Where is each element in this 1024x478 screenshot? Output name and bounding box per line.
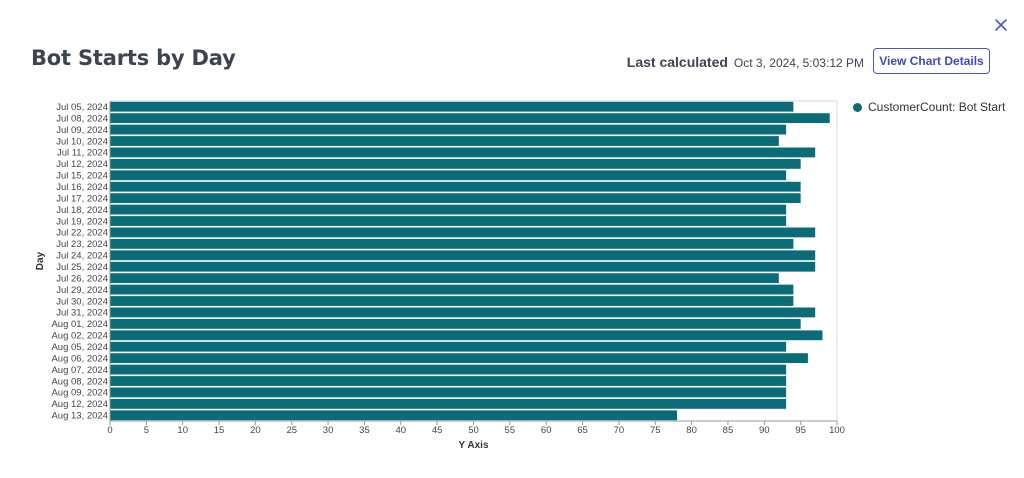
legend-marker [853, 102, 862, 112]
y-tick-label: Aug 13, 2024 [51, 411, 108, 422]
close-icon[interactable] [990, 14, 1012, 36]
legend-item[interactable]: CustomerCount: Bot Start [853, 100, 1005, 114]
x-tick-label: 65 [577, 425, 588, 436]
x-tick-label: 100 [829, 425, 845, 436]
bar[interactable] [110, 410, 678, 421]
x-tick-label: 95 [795, 425, 806, 436]
legend-label: CustomerCount: Bot Start [868, 100, 1006, 114]
bar[interactable] [110, 193, 801, 204]
x-axis-title: Y Axis [458, 440, 488, 451]
y-tick-label: Jul 10, 2024 [56, 136, 108, 147]
bar[interactable] [110, 341, 787, 352]
bar[interactable] [110, 398, 787, 409]
y-tick-label: Aug 09, 2024 [51, 388, 108, 399]
x-tick-label: 60 [541, 425, 552, 436]
bar[interactable] [110, 387, 787, 398]
y-tick-label: Jul 05, 2024 [56, 102, 108, 113]
y-tick-label: Jul 29, 2024 [56, 285, 108, 296]
y-tick-label: Aug 01, 2024 [51, 319, 108, 330]
bar[interactable] [110, 124, 787, 135]
y-tick-label: Jul 17, 2024 [56, 193, 108, 204]
last-calculated-value: Oct 3, 2024, 5:03:12 PM [733, 56, 864, 70]
bar[interactable] [110, 216, 787, 226]
view-chart-details-button[interactable]: View Chart Details [873, 48, 990, 74]
bar[interactable] [110, 238, 794, 249]
x-tick-label: 75 [650, 425, 661, 436]
bar[interactable] [110, 353, 808, 364]
y-tick-label: Jul 19, 2024 [56, 216, 108, 227]
x-tick-label: 35 [359, 425, 370, 436]
y-tick-label: Jul 25, 2024 [56, 262, 108, 273]
bar[interactable] [110, 136, 779, 146]
x-tick-label: 55 [505, 425, 516, 436]
y-tick-label: Jul 15, 2024 [56, 171, 108, 182]
y-tick-label: Jul 09, 2024 [56, 125, 108, 136]
bar[interactable] [110, 307, 816, 318]
bar[interactable] [110, 101, 794, 112]
bar[interactable] [110, 250, 816, 261]
y-tick-label: Aug 07, 2024 [51, 365, 108, 376]
y-tick-label: Aug 12, 2024 [51, 399, 108, 410]
y-tick-label: Jul 23, 2024 [56, 239, 108, 250]
x-tick-label: 45 [432, 425, 443, 436]
x-tick-label: 0 [107, 425, 112, 436]
x-tick-label: 5 [144, 425, 149, 436]
y-tick-label: Jul 11, 2024 [57, 148, 108, 159]
bar[interactable] [110, 181, 801, 192]
bar[interactable] [110, 147, 816, 158]
bar[interactable] [110, 261, 816, 272]
last-calculated-label: Last calculated [626, 54, 728, 70]
bar[interactable] [110, 296, 794, 306]
y-tick-label: Jul 31, 2024 [56, 308, 108, 319]
x-tick-label: 85 [723, 425, 734, 436]
bar[interactable] [110, 158, 801, 169]
bar[interactable] [110, 204, 787, 215]
y-tick-label: Jul 08, 2024 [56, 113, 108, 124]
y-tick-label: Jul 30, 2024 [56, 296, 108, 307]
y-tick-label: Aug 06, 2024 [51, 353, 108, 364]
bar[interactable] [110, 318, 801, 329]
bar[interactable] [110, 330, 823, 341]
y-tick-label: Aug 08, 2024 [51, 376, 108, 387]
bar[interactable] [110, 284, 794, 295]
bar[interactable] [110, 376, 787, 386]
x-tick-label: 50 [468, 425, 479, 436]
x-tick-label: 20 [250, 425, 261, 436]
x-tick-label: 70 [614, 425, 625, 436]
y-tick-label: Aug 02, 2024 [51, 331, 108, 342]
y-tick-label: Jul 18, 2024 [56, 205, 108, 216]
x-tick-label: 80 [686, 425, 697, 436]
x-tick-label: 10 [177, 425, 188, 436]
bar[interactable] [110, 364, 787, 375]
y-axis-title: Day [35, 251, 46, 270]
y-tick-label: Jul 26, 2024 [56, 273, 108, 284]
y-tick-label: Jul 16, 2024 [56, 182, 108, 193]
bar[interactable] [110, 227, 816, 238]
x-tick-label: 25 [286, 425, 297, 436]
x-tick-label: 15 [214, 425, 225, 436]
x-tick-label: 40 [396, 425, 407, 436]
x-tick-label: 90 [759, 425, 770, 436]
y-tick-label: Jul 24, 2024 [56, 251, 108, 262]
bar[interactable] [110, 113, 830, 124]
y-tick-label: Jul 12, 2024 [56, 159, 108, 170]
y-tick-label: Jul 22, 2024 [56, 228, 108, 239]
y-tick-label: Aug 05, 2024 [51, 342, 108, 353]
page-title: Bot Starts by Day [31, 46, 236, 70]
bar[interactable] [110, 170, 787, 181]
last-calculated: Last calculated Oct 3, 2024, 5:03:12 PM [627, 54, 864, 70]
x-tick-label: 30 [323, 425, 334, 436]
bar[interactable] [110, 273, 779, 284]
